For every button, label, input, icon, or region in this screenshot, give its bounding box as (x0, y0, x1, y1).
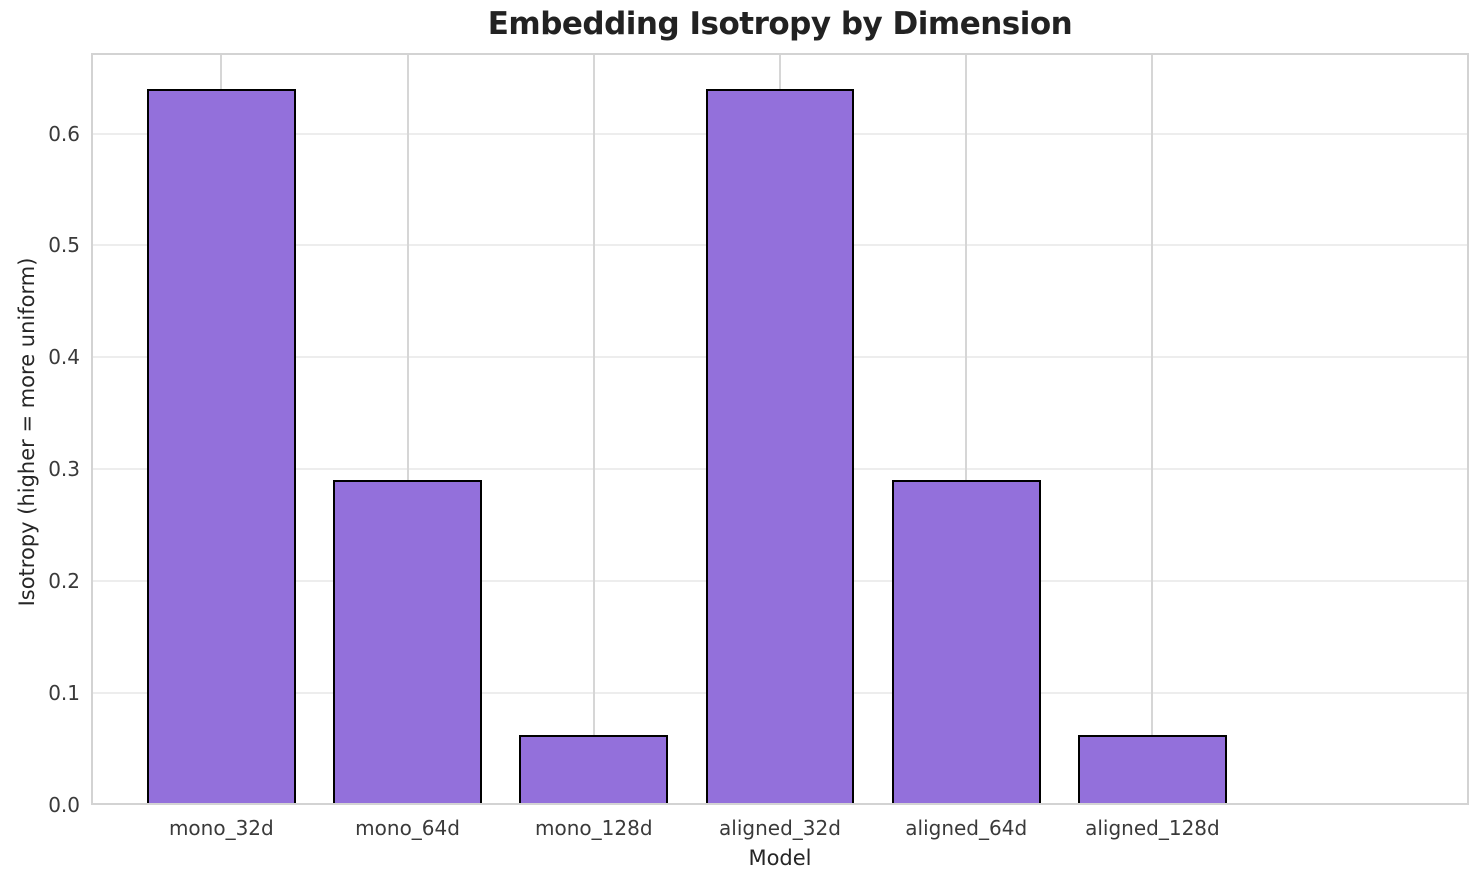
y-tick-label: 0.2 (48, 569, 80, 594)
y-tick-label: 0.0 (48, 793, 80, 817)
y-tick-label: 0.6 (48, 121, 80, 146)
v-gridline (406, 53, 409, 805)
bar-aligned_64d (891, 480, 1041, 805)
y-tick-label: 0.3 (48, 457, 80, 482)
x-tick-label: mono_32d (168, 816, 274, 840)
plot-area (91, 53, 1469, 805)
x-tick-label: mono_128d (535, 816, 653, 840)
x-tick-label: aligned_128d (1085, 816, 1220, 840)
y-tick-label: 0.1 (48, 681, 80, 706)
bar-aligned_32d (705, 88, 855, 805)
x-tick-label: mono_64d (355, 816, 460, 840)
y-tick-label: 0.5 (48, 233, 80, 258)
chart-title: Embedding Isotropy by Dimension (487, 6, 1073, 42)
v-gridline (965, 53, 968, 805)
bar-mono_128d (519, 734, 669, 805)
v-gridline (1151, 53, 1154, 805)
x-tick-label: aligned_32d (719, 816, 841, 840)
bar-mono_64d (333, 480, 483, 805)
y-axis-label: Isotropy (higher = more uniform) (15, 257, 39, 607)
bar-mono_32d (146, 88, 296, 805)
y-tick-label: 0.4 (48, 345, 80, 370)
v-gridline (592, 53, 595, 805)
x-axis-label: Model (748, 846, 812, 870)
x-tick-label: aligned_64d (905, 816, 1028, 840)
bar-aligned_128d (1077, 734, 1227, 805)
